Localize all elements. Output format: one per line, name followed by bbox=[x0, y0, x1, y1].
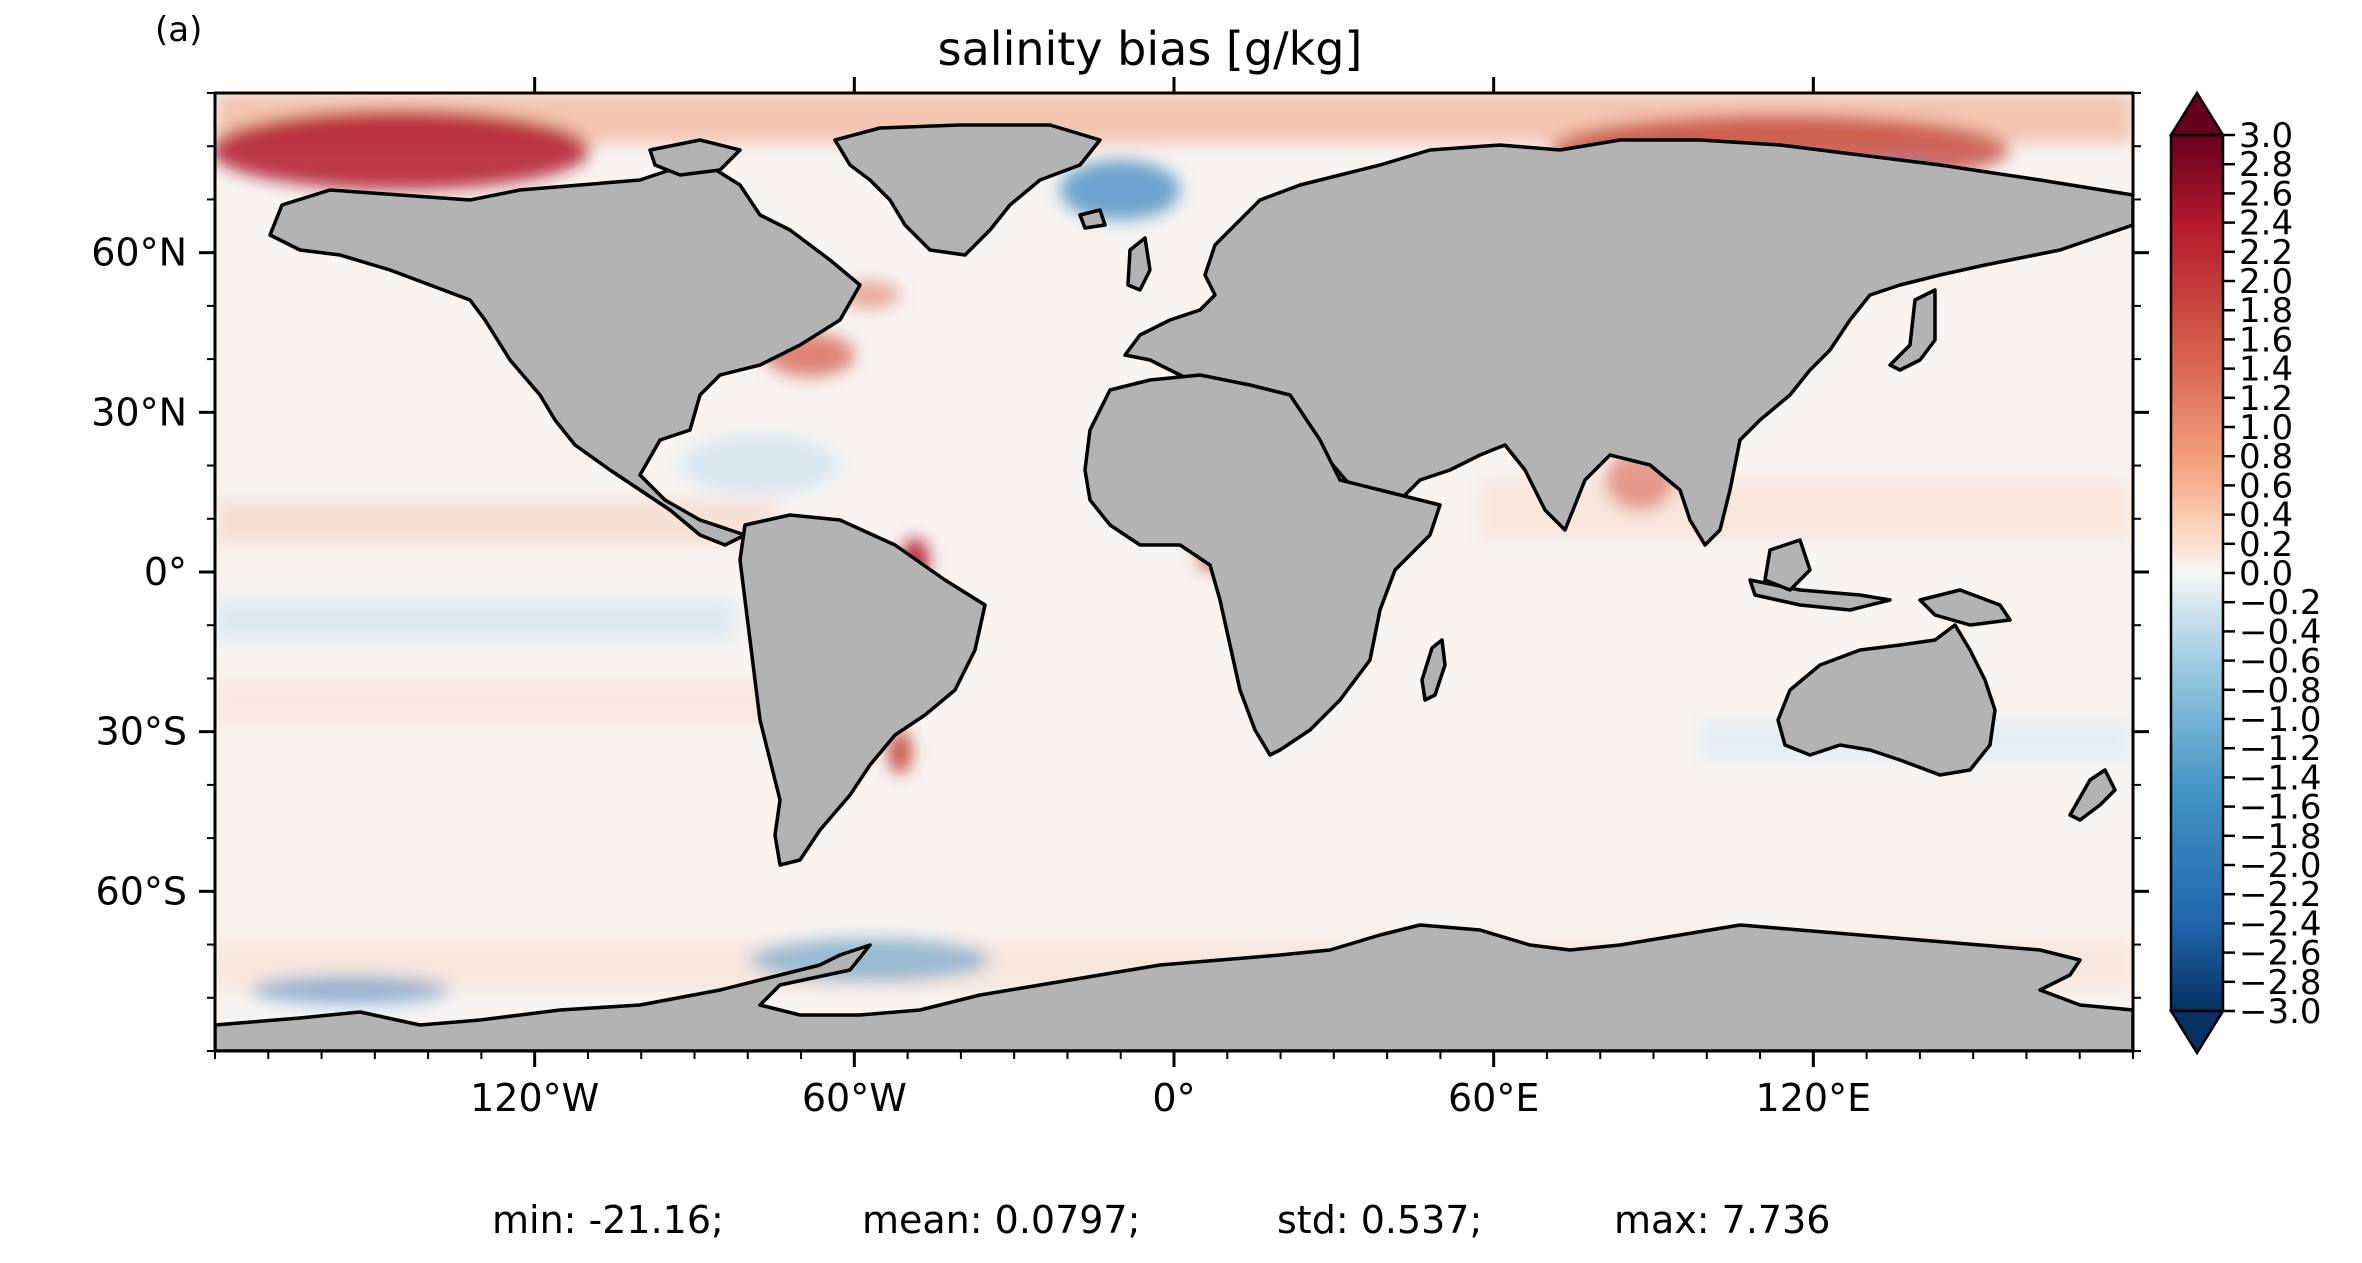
south-america bbox=[738, 513, 987, 867]
stats-min: min: -21.16; bbox=[492, 1198, 724, 1242]
colorbar-tick-label: −2.6 bbox=[2239, 934, 2322, 974]
stats-std: std: 0.537; bbox=[1277, 1198, 1483, 1242]
canadian-arctic bbox=[648, 138, 742, 177]
lat-tick-label: 30°S bbox=[96, 710, 187, 754]
stats-max: max: 7.736 bbox=[1614, 1198, 1831, 1242]
lat-tick-label: 60°N bbox=[91, 231, 187, 275]
borneo bbox=[1763, 538, 1812, 592]
colorbar-tick-label: 1.4 bbox=[2239, 350, 2293, 390]
colorbar-tick-label: −0.6 bbox=[2239, 642, 2322, 682]
antarctica bbox=[215, 923, 2133, 1051]
colorbar-extend-bottom bbox=[2168, 1009, 2226, 1056]
colorbar-tick-label: −1.8 bbox=[2239, 817, 2322, 857]
colorbar-body bbox=[2169, 133, 2225, 1013]
colorbar-tick-label: 0.8 bbox=[2239, 437, 2293, 477]
lat-tick-label: 30°N bbox=[91, 390, 187, 434]
panel-label: (a) bbox=[155, 10, 203, 50]
map-axes: 120°W 60°W 0° 60°E 120°E 60°N 30°N 0° 30°S 60°S bbox=[91, 77, 2149, 1120]
colorbar-tick-label: −1.0 bbox=[2239, 700, 2322, 740]
colorbar-tick-label: −2.4 bbox=[2239, 904, 2322, 944]
colorbar-tick-label: 2.8 bbox=[2239, 145, 2293, 185]
colorbar: 3.02.82.62.42.22.01.81.61.41.21.00.80.60… bbox=[2168, 90, 2322, 1056]
lon-tick-label: 0° bbox=[1152, 1076, 1195, 1120]
colorbar-tick-label: 2.4 bbox=[2239, 204, 2293, 244]
lon-tick-label: 60°E bbox=[1448, 1076, 1539, 1120]
map-title: salinity bias [g/kg] bbox=[937, 22, 1363, 76]
colorbar-tick-label: 1.6 bbox=[2239, 320, 2293, 360]
new-zealand bbox=[2068, 768, 2117, 822]
iceland bbox=[1078, 208, 1107, 230]
colorbar-tick-label: 1.8 bbox=[2239, 291, 2293, 331]
colorbar-tick-label: −0.8 bbox=[2239, 671, 2322, 711]
madagascar bbox=[1420, 638, 1447, 702]
australia bbox=[1776, 623, 1997, 777]
colorbar-tick-label: 0.2 bbox=[2239, 525, 2293, 565]
colorbar-tick-label: 1.0 bbox=[2239, 408, 2293, 448]
lon-tick-label: 120°E bbox=[1756, 1076, 1872, 1120]
colorbar-tick-label: −3.0 bbox=[2239, 992, 2322, 1032]
lat-tick-label: 0° bbox=[144, 550, 187, 594]
lon-tick-label: 60°W bbox=[802, 1076, 907, 1120]
colorbar-tick-label: −2.8 bbox=[2239, 963, 2322, 1003]
lon-tick-label: 120°W bbox=[470, 1076, 599, 1120]
colorbar-tick-label: 2.2 bbox=[2239, 233, 2293, 273]
colorbar-tick-label: −0.2 bbox=[2239, 583, 2322, 623]
colorbar-tick-label: 2.0 bbox=[2239, 262, 2293, 302]
greenland bbox=[833, 123, 1102, 257]
colorbar-tick-label: −2.0 bbox=[2239, 846, 2322, 886]
new-guinea bbox=[1918, 588, 2012, 627]
colorbar-extend-top bbox=[2168, 90, 2226, 137]
land-masses bbox=[215, 123, 2133, 1051]
colorbar-tick-label: 1.2 bbox=[2239, 379, 2293, 419]
colorbar-tick-label: −2.2 bbox=[2239, 875, 2322, 915]
uk bbox=[1126, 236, 1152, 292]
colorbar-tick-label: −1.2 bbox=[2239, 729, 2322, 769]
colorbar-tick-label: 3.0 bbox=[2239, 116, 2293, 156]
colorbar-tick-label: −0.4 bbox=[2239, 612, 2322, 652]
colorbar-tick-label: 0.0 bbox=[2239, 554, 2293, 594]
colorbar-tick-label: 0.6 bbox=[2239, 466, 2293, 506]
colorbar-tick-label: −1.4 bbox=[2239, 758, 2322, 798]
lat-tick-label: 60°S bbox=[96, 869, 187, 913]
stats-mean: mean: 0.0797; bbox=[862, 1198, 1141, 1242]
africa bbox=[1083, 373, 1442, 757]
colorbar-tick-label: −1.6 bbox=[2239, 788, 2322, 828]
japan bbox=[1888, 288, 1937, 372]
colorbar-tick-label: 2.6 bbox=[2239, 174, 2293, 214]
colorbar-tick-label: 0.4 bbox=[2239, 496, 2293, 536]
colorbar-ticks: 3.02.82.62.42.22.01.81.61.41.21.00.80.60… bbox=[2223, 116, 2322, 1032]
